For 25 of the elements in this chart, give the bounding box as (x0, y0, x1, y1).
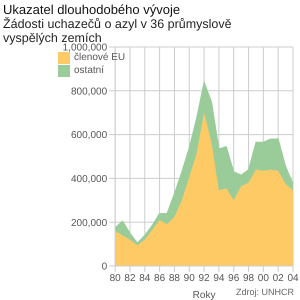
y-tick-label: 600,000 (70, 130, 108, 142)
y-tick-label: 1,000,000 (62, 42, 108, 54)
text: Zdroj: UNHCR (236, 287, 294, 297)
x-tick-label: 98 (242, 273, 255, 284)
x-tick-label: 80 (110, 273, 122, 284)
x-tick-label: 90 (184, 273, 196, 284)
x-tick-label: 84 (139, 273, 151, 284)
y-tick-label: 800,000 (70, 86, 108, 98)
chart-title: Ukazatel dlouhodobého vývoje (3, 2, 180, 17)
chart-subtitle: Žádosti uchazečů o azyl v 36 průmyslově vyspělých zemích (3, 17, 233, 45)
x-tick-label: 82 (124, 273, 136, 284)
x-tick-label: 88 (168, 273, 180, 284)
x-axis-title: Roky (192, 290, 216, 300)
legend-label: členové EU (74, 52, 126, 64)
x-tick-label: 00 (258, 273, 270, 284)
x-tick-label: 04 (287, 273, 299, 284)
y-tick-label: 400,000 (70, 174, 108, 185)
x-tick-label: 92 (198, 273, 210, 284)
y-tick-label: 200,000 (70, 218, 108, 229)
legend-label: ostatní (74, 65, 104, 77)
x-tick-label: 02 (272, 273, 284, 284)
x-tick-label: 94 (213, 273, 225, 284)
x-tick-label: 86 (154, 273, 166, 284)
x-tick-label: 96 (228, 273, 240, 284)
y-tick-label: 0 (102, 262, 108, 273)
